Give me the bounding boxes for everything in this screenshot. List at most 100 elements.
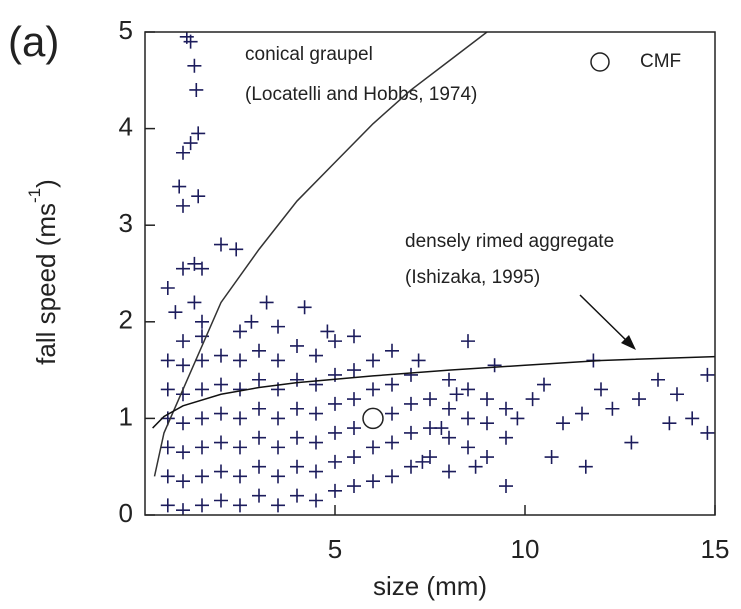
point [189,82,204,97]
point [233,411,247,426]
annotation-arrow [579,294,633,347]
point [347,363,361,378]
point [544,450,559,465]
point [423,421,437,436]
cmf-point [362,407,384,430]
point [366,474,380,489]
point [290,488,304,503]
point [187,256,202,271]
y-label-end: ) [31,179,61,188]
point [700,425,715,440]
point [160,353,175,368]
point [480,392,494,407]
point [176,334,190,349]
x-tick-label: 10 [511,534,540,564]
x-axis-label: size (mm) [373,571,487,601]
legend-marker [590,52,610,72]
point [525,392,540,407]
point [244,314,259,329]
point [499,430,513,445]
point [461,440,475,455]
point [233,469,247,484]
point [366,440,380,455]
point [271,498,285,513]
point [252,372,266,387]
point [187,295,202,310]
point [290,372,304,387]
point [214,493,228,508]
point [670,387,684,402]
legend-label: CMF [640,51,681,72]
point [297,300,312,315]
point [309,377,323,392]
point [685,411,700,426]
point [160,440,175,455]
point [487,358,502,373]
point [499,479,513,494]
point [290,338,304,353]
point [195,261,209,276]
point [347,450,361,465]
point [347,329,361,344]
point [271,440,285,455]
point [290,401,304,416]
point [271,411,285,426]
point [632,392,646,407]
point [309,348,323,363]
point [160,280,175,295]
point [347,392,361,407]
point [578,459,593,474]
curve [153,32,488,477]
point [290,459,304,474]
point [385,377,399,392]
point [366,382,380,397]
point [191,189,206,204]
point [252,343,266,358]
point [195,382,209,397]
point [404,396,418,411]
arrow-head [621,335,636,350]
point [404,367,418,382]
point [252,430,266,445]
point [328,334,342,349]
point [233,353,247,368]
point [290,430,304,445]
point [195,411,209,426]
point [366,353,380,368]
point [214,464,228,479]
plot-area [152,32,715,515]
point [411,353,426,368]
point [575,406,589,421]
point [423,392,437,407]
y-tick-label: 1 [119,401,133,431]
point [172,179,187,194]
curve-source: (Ishizaka, 1995) [405,267,540,288]
point [259,295,274,310]
curve-label: densely rimed aggregate [405,231,614,252]
point [160,382,175,397]
y-tick-label: 2 [119,305,133,335]
point [195,498,209,513]
point [468,459,483,474]
point [233,324,247,339]
point [385,435,399,450]
point [461,382,475,397]
point [160,469,175,484]
point [183,136,198,151]
point [328,396,342,411]
curve-label: conical graupel [245,44,373,65]
x-tick-label: 5 [328,534,342,564]
x-tick-label: 15 [701,534,730,564]
point [252,488,266,503]
point [309,406,323,421]
point [442,430,456,445]
point [347,479,361,494]
point [271,469,285,484]
point [662,416,677,431]
point [233,440,247,455]
point [594,382,608,397]
point [195,314,209,329]
point [347,421,361,436]
point [214,435,228,450]
